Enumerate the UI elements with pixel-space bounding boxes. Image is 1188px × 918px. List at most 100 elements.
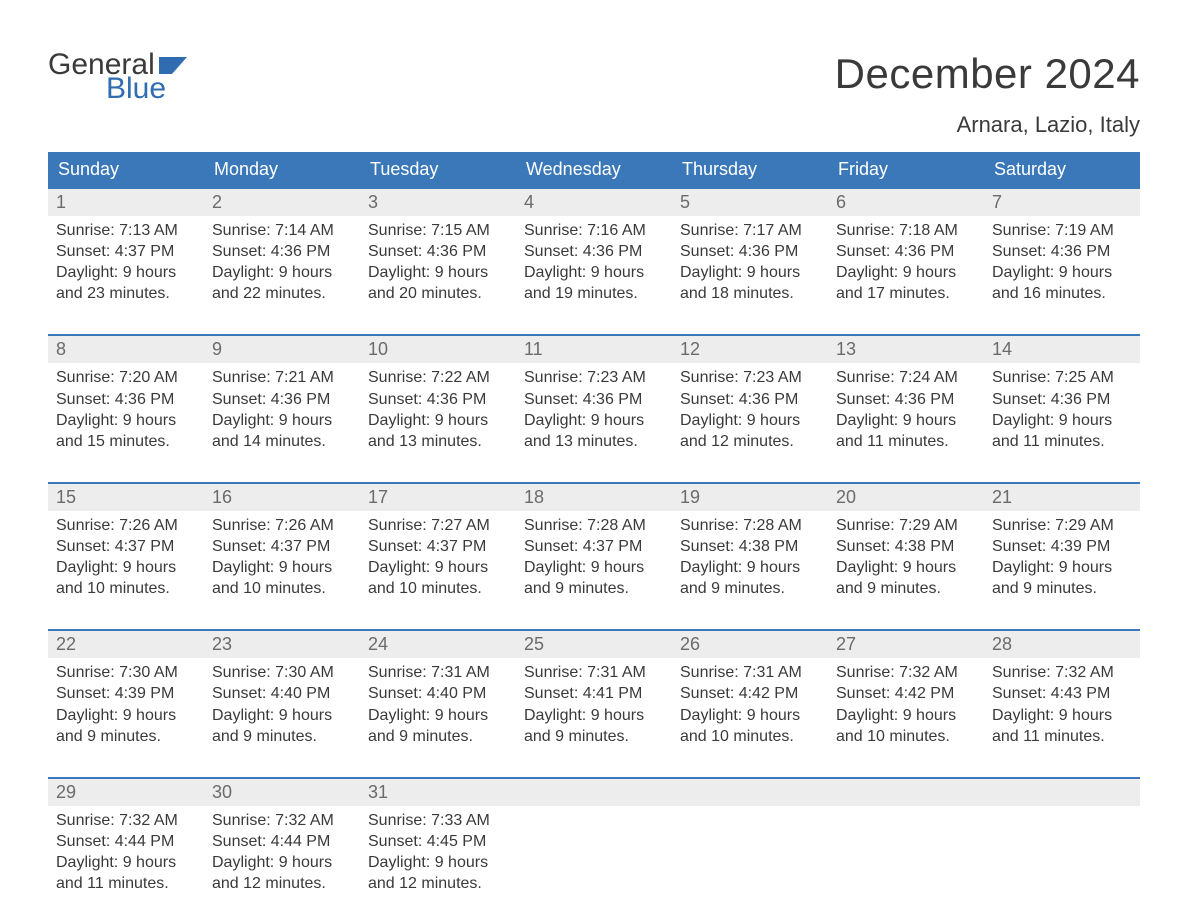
day-body bbox=[516, 806, 672, 810]
day-body: Sunrise: 7:30 AMSunset: 4:39 PMDaylight:… bbox=[48, 658, 204, 746]
calendar-day: 18 Sunrise: 7:28 AMSunset: 4:37 PMDayligh… bbox=[516, 484, 672, 613]
daylight-text: Daylight: 9 hours and 20 minutes. bbox=[368, 262, 508, 304]
sunrise-text: Sunrise: 7:19 AM bbox=[992, 220, 1132, 241]
day-number: 30 bbox=[212, 782, 232, 802]
day-number-row: 13 bbox=[828, 336, 984, 363]
day-body: Sunrise: 7:21 AMSunset: 4:36 PMDaylight:… bbox=[204, 363, 360, 451]
day-number: 27 bbox=[836, 634, 856, 654]
day-number: 11 bbox=[524, 339, 543, 359]
sunrise-text: Sunrise: 7:22 AM bbox=[368, 367, 508, 388]
daylight-text: Daylight: 9 hours and 9 minutes. bbox=[56, 705, 196, 747]
day-body: Sunrise: 7:19 AMSunset: 4:36 PMDaylight:… bbox=[984, 216, 1140, 304]
calendar-week: 15Sunrise: 7:26 AMSunset: 4:37 PMDayligh… bbox=[48, 482, 1140, 613]
day-body: Sunrise: 7:29 AMSunset: 4:39 PMDaylight:… bbox=[984, 511, 1140, 599]
day-number-row: 14 bbox=[984, 336, 1140, 363]
calendar-day: 14Sunrise: 7:25 AMSunset: 4:36 PMDayligh… bbox=[984, 336, 1140, 465]
sunset-text: Sunset: 4:36 PM bbox=[212, 241, 352, 262]
day-number: 3 bbox=[368, 192, 378, 212]
day-number-row: . bbox=[516, 779, 672, 806]
day-number: 12 bbox=[680, 339, 700, 359]
sunrise-text: Sunrise: 7:14 AM bbox=[212, 220, 352, 241]
calendar-day: 20Sunrise: 7:29 AMSunset: 4:38 PMDayligh… bbox=[828, 484, 984, 613]
sunrise-text: Sunrise: 7:18 AM bbox=[836, 220, 976, 241]
sunrise-text: Sunrise: 7:21 AM bbox=[212, 367, 352, 388]
dow-cell: Thursday bbox=[672, 152, 828, 187]
calendar-day: 6Sunrise: 7:18 AMSunset: 4:36 PMDaylight… bbox=[828, 189, 984, 318]
calendar-day: 31Sunrise: 7:33 AMSunset: 4:45 PMDayligh… bbox=[360, 779, 516, 908]
daylight-text: Daylight: 9 hours and 13 minutes. bbox=[368, 410, 508, 452]
day-number-row: 11 bbox=[516, 336, 672, 363]
calendar-week: 22 Sunrise: 7:30 AMSunset: 4:39 PMDayligh… bbox=[48, 629, 1140, 760]
sunrise-text: Sunrise: 7:26 AM bbox=[56, 515, 196, 536]
day-body: Sunrise: 7:15 AMSunset: 4:36 PMDaylight:… bbox=[360, 216, 516, 304]
day-number: 25 bbox=[524, 634, 544, 654]
day-body: Sunrise: 7:32 AMSunset: 4:44 PMDaylight:… bbox=[204, 806, 360, 894]
dow-cell: Tuesday bbox=[360, 152, 516, 187]
daylight-text: Daylight: 9 hours and 12 minutes. bbox=[680, 410, 820, 452]
day-number: 18 bbox=[524, 487, 544, 507]
day-number: 13 bbox=[836, 339, 856, 359]
day-number-row: . bbox=[828, 779, 984, 806]
day-number: 4 bbox=[524, 192, 534, 212]
day-number: 14 bbox=[992, 339, 1012, 359]
day-number-row: 8 bbox=[48, 336, 204, 363]
day-number: 29 bbox=[56, 782, 76, 802]
calendar-day: 19Sunrise: 7:28 AMSunset: 4:38 PMDayligh… bbox=[672, 484, 828, 613]
sunset-text: Sunset: 4:36 PM bbox=[56, 389, 196, 410]
day-number-row: 15 bbox=[48, 484, 204, 511]
day-of-week-header: SundayMondayTuesdayWednesdayThursdayFrid… bbox=[48, 152, 1140, 187]
day-body: Sunrise: 7:16 AMSunset: 4:36 PMDaylight:… bbox=[516, 216, 672, 304]
sunset-text: Sunset: 4:37 PM bbox=[368, 536, 508, 557]
day-body: Sunrise: 7:28 AMSunset: 4:37 PMDaylight:… bbox=[516, 511, 672, 599]
day-number-row: 26 bbox=[672, 631, 828, 658]
calendar-week: 8 Sunrise: 7:20 AMSunset: 4:36 PMDaylight… bbox=[48, 334, 1140, 465]
brand-logo: General Blue bbox=[48, 50, 189, 104]
sunset-text: Sunset: 4:37 PM bbox=[524, 536, 664, 557]
day-body: Sunrise: 7:18 AMSunset: 4:36 PMDaylight:… bbox=[828, 216, 984, 304]
day-number: 10 bbox=[368, 339, 388, 359]
day-number: 9 bbox=[212, 339, 222, 359]
sunset-text: Sunset: 4:36 PM bbox=[680, 389, 820, 410]
daylight-text: Daylight: 9 hours and 9 minutes. bbox=[368, 705, 508, 747]
day-number: 8 bbox=[56, 339, 66, 359]
sunrise-text: Sunrise: 7:13 AM bbox=[56, 220, 196, 241]
dow-cell: Saturday bbox=[984, 152, 1140, 187]
dow-cell: Friday bbox=[828, 152, 984, 187]
day-number: 26 bbox=[680, 634, 700, 654]
daylight-text: Daylight: 9 hours and 19 minutes. bbox=[524, 262, 664, 304]
sunset-text: Sunset: 4:36 PM bbox=[524, 389, 664, 410]
day-number: 22 bbox=[56, 634, 76, 654]
day-number-row: 27 bbox=[828, 631, 984, 658]
brand-word-2: Blue bbox=[106, 74, 189, 104]
day-number-row: 30 bbox=[204, 779, 360, 806]
sunset-text: Sunset: 4:36 PM bbox=[212, 389, 352, 410]
dow-cell: Wednesday bbox=[516, 152, 672, 187]
sunset-text: Sunset: 4:42 PM bbox=[836, 683, 976, 704]
day-body: Sunrise: 7:32 AMSunset: 4:43 PMDaylight:… bbox=[984, 658, 1140, 746]
sunrise-text: Sunrise: 7:31 AM bbox=[524, 662, 664, 683]
sunset-text: Sunset: 4:36 PM bbox=[992, 389, 1132, 410]
day-number: 16 bbox=[212, 487, 232, 507]
calendar: SundayMondayTuesdayWednesdayThursdayFrid… bbox=[48, 152, 1140, 908]
sunset-text: Sunset: 4:36 PM bbox=[992, 241, 1132, 262]
daylight-text: Daylight: 9 hours and 23 minutes. bbox=[56, 262, 196, 304]
calendar-day: 17Sunrise: 7:27 AMSunset: 4:37 PMDayligh… bbox=[360, 484, 516, 613]
daylight-text: Daylight: 9 hours and 18 minutes. bbox=[680, 262, 820, 304]
calendar-day: . bbox=[672, 779, 828, 908]
day-number-row: 16 bbox=[204, 484, 360, 511]
day-number: 31 bbox=[368, 782, 388, 802]
day-number-row: 3 bbox=[360, 189, 516, 216]
sunrise-text: Sunrise: 7:26 AM bbox=[212, 515, 352, 536]
day-body: Sunrise: 7:32 AMSunset: 4:42 PMDaylight:… bbox=[828, 658, 984, 746]
day-body: Sunrise: 7:29 AMSunset: 4:38 PMDaylight:… bbox=[828, 511, 984, 599]
daylight-text: Daylight: 9 hours and 12 minutes. bbox=[212, 852, 352, 894]
sunset-text: Sunset: 4:41 PM bbox=[524, 683, 664, 704]
sunrise-text: Sunrise: 7:32 AM bbox=[836, 662, 976, 683]
day-number: 2 bbox=[212, 192, 222, 212]
daylight-text: Daylight: 9 hours and 9 minutes. bbox=[524, 557, 664, 599]
month-title: December 2024 bbox=[835, 50, 1140, 98]
daylight-text: Daylight: 9 hours and 10 minutes. bbox=[56, 557, 196, 599]
sunrise-text: Sunrise: 7:29 AM bbox=[836, 515, 976, 536]
day-body: Sunrise: 7:20 AMSunset: 4:36 PMDaylight:… bbox=[48, 363, 204, 451]
sunset-text: Sunset: 4:36 PM bbox=[680, 241, 820, 262]
